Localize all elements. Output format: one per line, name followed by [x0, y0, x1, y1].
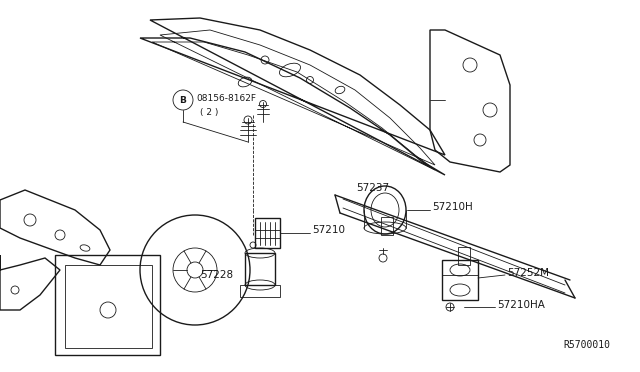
Text: R5700010: R5700010: [563, 340, 610, 350]
Text: 57210HA: 57210HA: [497, 300, 545, 310]
Text: 57210: 57210: [312, 225, 345, 235]
Text: 57252M: 57252M: [507, 268, 549, 278]
Text: 57237: 57237: [356, 183, 389, 193]
Text: B: B: [180, 96, 186, 105]
Text: ( 2 ): ( 2 ): [200, 108, 218, 117]
Text: 57228: 57228: [200, 270, 233, 280]
Text: 08156-8162F: 08156-8162F: [196, 93, 256, 103]
Text: 57210H: 57210H: [432, 202, 473, 212]
